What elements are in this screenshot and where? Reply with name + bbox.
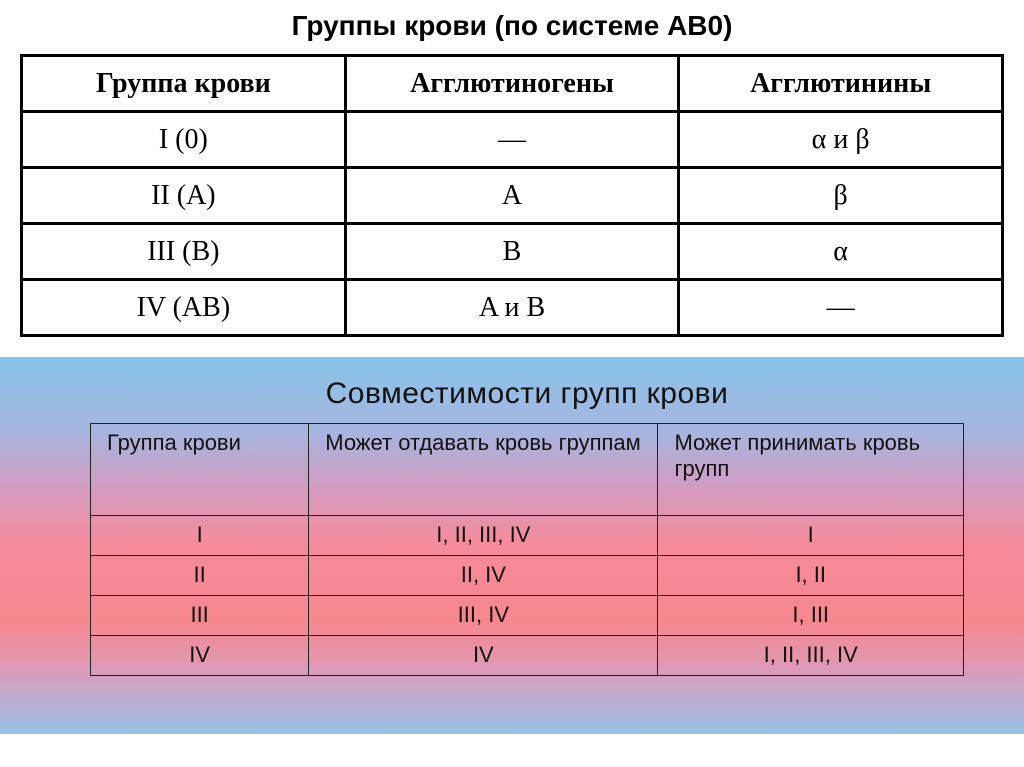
cell-agglutinogens: A [345, 168, 679, 224]
cell-group: III (B) [22, 224, 346, 280]
cell-agglutinins: α и β [679, 112, 1003, 168]
cell-agglutinins: — [679, 280, 1003, 336]
cell-agglutinins: β [679, 168, 1003, 224]
cell-receive: I, II [658, 556, 964, 596]
col-header-receive: Может принимать кровь групп [658, 424, 964, 516]
col-header-group: Группа крови [91, 424, 309, 516]
table-header-row: Группа крови Может отдавать кровь группа… [91, 424, 964, 516]
compatibility-title: Совместимости групп крови [90, 377, 964, 411]
cell-donate: I, II, III, IV [309, 516, 658, 556]
cell-agglutinogens: — [345, 112, 679, 168]
col-header-agglutinins: Агглютинины [679, 56, 1003, 112]
col-header-agglutinogens: Агглютиногены [345, 56, 679, 112]
table-row: III (B) B α [22, 224, 1003, 280]
table-row: II II, IV I, II [91, 556, 964, 596]
cell-receive: I, II, III, IV [658, 636, 964, 676]
cell-receive: I, III [658, 596, 964, 636]
cell-group: I [91, 516, 309, 556]
cell-group: IV [91, 636, 309, 676]
table-row: I (0) — α и β [22, 112, 1003, 168]
cell-group: II (A) [22, 168, 346, 224]
cell-group: II [91, 556, 309, 596]
table-row: IV (AB) A и B — [22, 280, 1003, 336]
cell-donate: III, IV [309, 596, 658, 636]
compatibility-section: Совместимости групп крови Группа крови М… [0, 357, 1024, 734]
cell-donate: II, IV [309, 556, 658, 596]
abo-table: Группа крови Агглютиногены Агглютинины I… [20, 54, 1004, 337]
cell-agglutinins: α [679, 224, 1003, 280]
cell-agglutinogens: A и B [345, 280, 679, 336]
col-header-donate: Может отдавать кровь группам [309, 424, 658, 516]
cell-receive: I [658, 516, 964, 556]
col-header-group: Группа крови [22, 56, 346, 112]
cell-agglutinogens: B [345, 224, 679, 280]
table-row: IV IV I, II, III, IV [91, 636, 964, 676]
cell-group: I (0) [22, 112, 346, 168]
table-header-row: Группа крови Агглютиногены Агглютинины [22, 56, 1003, 112]
table-row: II (A) A β [22, 168, 1003, 224]
compatibility-table: Группа крови Может отдавать кровь группа… [90, 423, 964, 676]
cell-donate: IV [309, 636, 658, 676]
table-row: I I, II, III, IV I [91, 516, 964, 556]
cell-group: IV (AB) [22, 280, 346, 336]
abo-title: Группы крови (по системе АВ0) [20, 10, 1004, 42]
table-row: III III, IV I, III [91, 596, 964, 636]
abo-system-section: Группы крови (по системе АВ0) Группа кро… [0, 0, 1024, 357]
cell-group: III [91, 596, 309, 636]
